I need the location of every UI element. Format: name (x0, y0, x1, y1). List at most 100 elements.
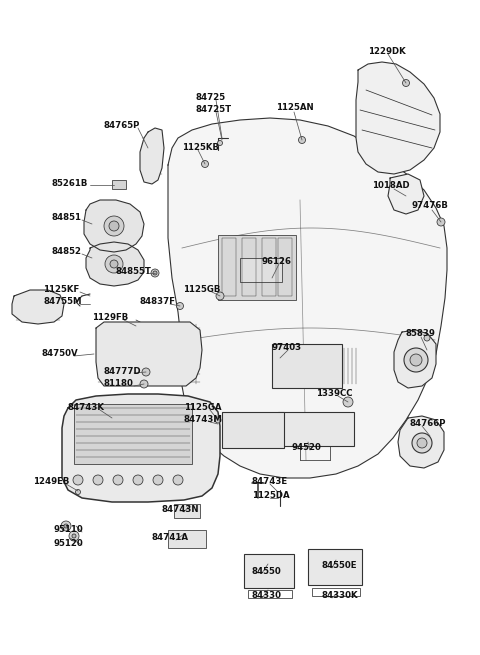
Bar (222, 238, 236, 296)
Bar (262, 238, 276, 296)
Circle shape (343, 397, 353, 407)
Text: 84855T: 84855T (115, 267, 151, 276)
Bar (112, 180, 126, 189)
Text: 1229DK: 1229DK (368, 48, 406, 56)
Bar (308, 549, 362, 585)
Text: 1125KF: 1125KF (43, 286, 79, 295)
Circle shape (110, 260, 118, 268)
Bar (74, 404, 192, 464)
Circle shape (140, 380, 148, 388)
Text: 84766P: 84766P (410, 419, 446, 428)
Text: 84750V: 84750V (42, 350, 79, 358)
Text: 81180: 81180 (103, 379, 133, 388)
Text: 96126: 96126 (261, 257, 291, 267)
Text: 95110: 95110 (53, 525, 83, 534)
Circle shape (404, 348, 428, 372)
Text: 84743N: 84743N (162, 506, 200, 514)
Text: 84743K: 84743K (68, 403, 105, 411)
Polygon shape (168, 118, 447, 478)
Circle shape (403, 79, 409, 86)
Circle shape (75, 489, 81, 495)
Text: 84550: 84550 (252, 567, 282, 576)
Polygon shape (356, 62, 440, 174)
Bar (174, 504, 200, 518)
Circle shape (105, 255, 123, 273)
Text: 94520: 94520 (292, 443, 322, 453)
Circle shape (215, 417, 221, 423)
Text: 85261B: 85261B (52, 179, 88, 187)
Circle shape (73, 475, 83, 485)
Circle shape (412, 433, 432, 453)
Text: 84837F: 84837F (139, 297, 175, 307)
Polygon shape (12, 290, 64, 324)
Text: 95120: 95120 (53, 538, 83, 548)
Text: 84755M: 84755M (43, 297, 82, 307)
Text: 1125GB: 1125GB (183, 284, 220, 293)
Circle shape (173, 475, 183, 485)
Bar (218, 235, 296, 300)
Circle shape (142, 368, 150, 376)
Circle shape (133, 475, 143, 485)
Polygon shape (96, 322, 202, 386)
Bar (278, 412, 354, 446)
Text: 84743M: 84743M (184, 415, 223, 424)
Text: 1125GA: 1125GA (184, 403, 221, 411)
Text: 1125DA: 1125DA (252, 491, 289, 500)
Text: 97403: 97403 (271, 343, 301, 352)
Circle shape (109, 221, 119, 231)
Circle shape (72, 534, 76, 538)
Text: 84743E: 84743E (252, 477, 288, 487)
Text: 1339CC: 1339CC (316, 388, 352, 398)
Text: 84777D: 84777D (103, 367, 141, 375)
Polygon shape (394, 330, 436, 388)
Circle shape (410, 354, 422, 366)
Circle shape (104, 216, 124, 236)
Text: 84741A: 84741A (152, 534, 189, 542)
Bar (240, 258, 282, 282)
Circle shape (153, 271, 157, 275)
Text: 84330K: 84330K (322, 591, 359, 601)
Bar (222, 412, 284, 448)
Circle shape (64, 524, 68, 528)
Text: 84765P: 84765P (103, 121, 139, 130)
Bar (242, 238, 256, 296)
Text: 97476B: 97476B (411, 202, 448, 210)
Bar (248, 590, 292, 598)
Bar (272, 344, 342, 388)
Bar (278, 238, 292, 296)
Text: 1129FB: 1129FB (92, 314, 128, 322)
Circle shape (417, 438, 427, 448)
Circle shape (202, 160, 208, 168)
Text: 84725: 84725 (196, 94, 226, 102)
Circle shape (299, 136, 305, 143)
Text: 84852: 84852 (52, 248, 82, 257)
Text: 1125KB: 1125KB (182, 143, 219, 151)
Text: 1018AD: 1018AD (372, 181, 409, 191)
Circle shape (113, 475, 123, 485)
Circle shape (177, 303, 183, 310)
Text: 84330: 84330 (252, 591, 282, 601)
Circle shape (153, 475, 163, 485)
Text: 84725T: 84725T (196, 105, 232, 115)
Circle shape (61, 521, 71, 531)
Bar (244, 554, 294, 588)
Text: 84851: 84851 (52, 214, 82, 223)
Bar (168, 530, 206, 548)
Polygon shape (140, 128, 164, 184)
Polygon shape (388, 174, 424, 214)
Polygon shape (62, 394, 220, 502)
Circle shape (216, 292, 224, 300)
Text: 84550E: 84550E (322, 561, 358, 571)
Circle shape (93, 475, 103, 485)
Circle shape (69, 531, 79, 541)
Polygon shape (84, 200, 144, 252)
Polygon shape (398, 416, 444, 468)
Circle shape (217, 141, 223, 145)
Circle shape (437, 218, 445, 226)
Circle shape (424, 335, 430, 341)
Polygon shape (86, 242, 144, 286)
Circle shape (151, 269, 159, 277)
Bar (312, 588, 360, 596)
Text: 85839: 85839 (405, 329, 435, 339)
Text: 1125AN: 1125AN (276, 103, 313, 113)
